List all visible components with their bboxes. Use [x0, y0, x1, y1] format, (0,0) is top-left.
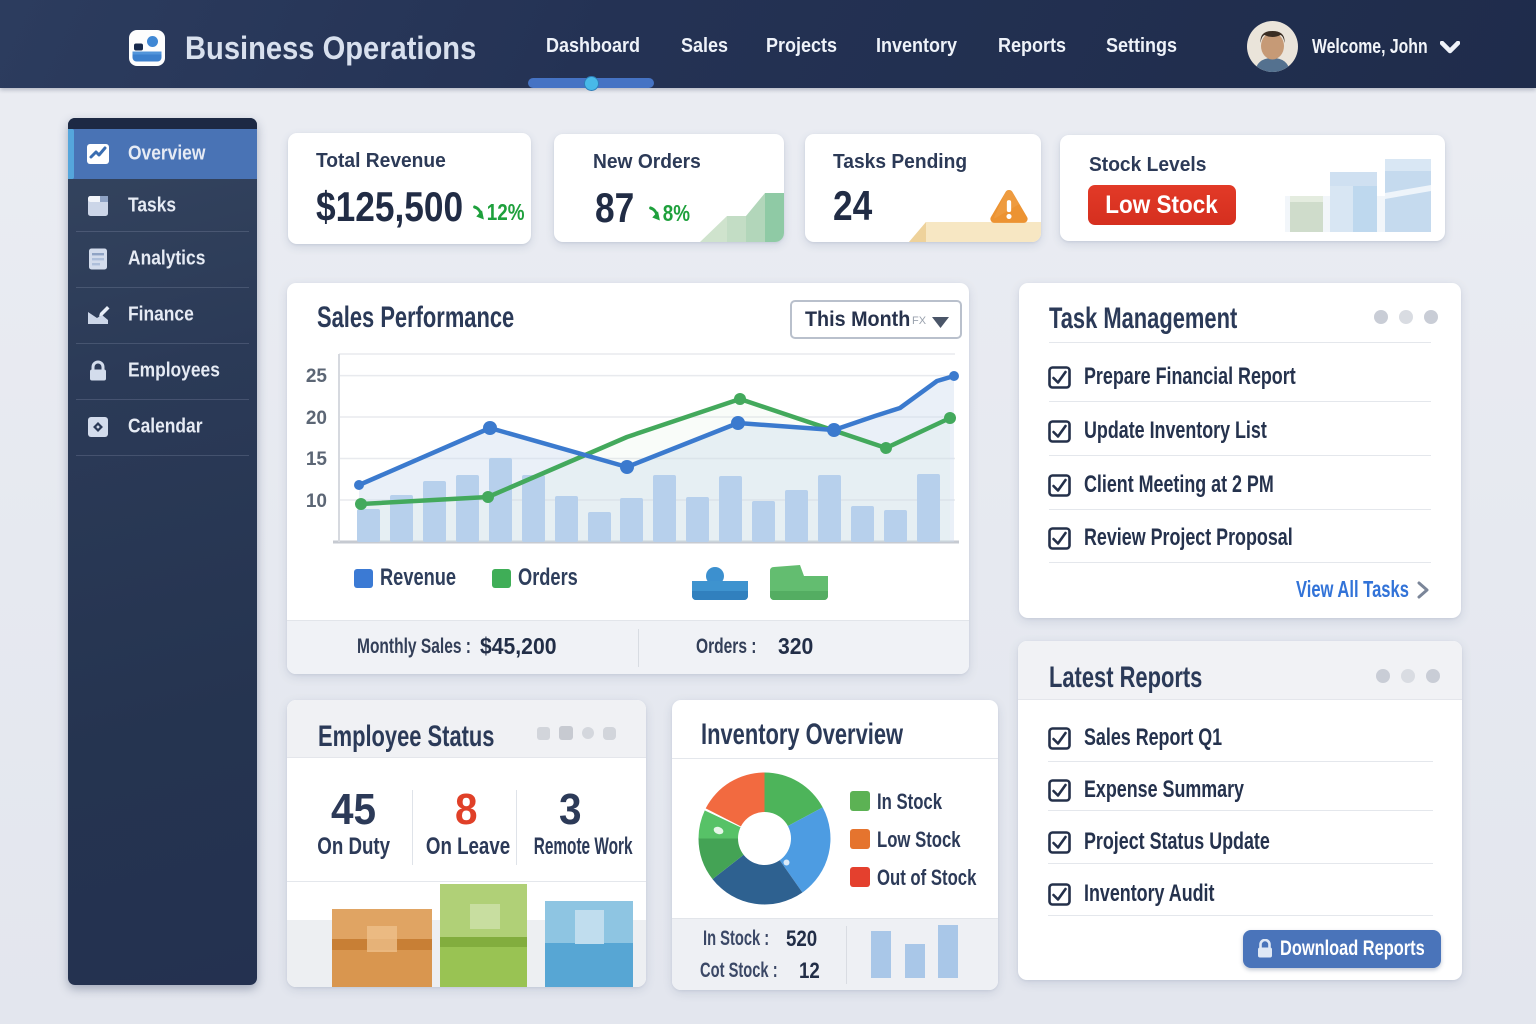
svg-text:10: 10 [306, 491, 327, 512]
svg-text:25: 25 [306, 366, 328, 387]
svg-text:15: 15 [306, 449, 328, 470]
svg-text:20: 20 [306, 408, 327, 429]
